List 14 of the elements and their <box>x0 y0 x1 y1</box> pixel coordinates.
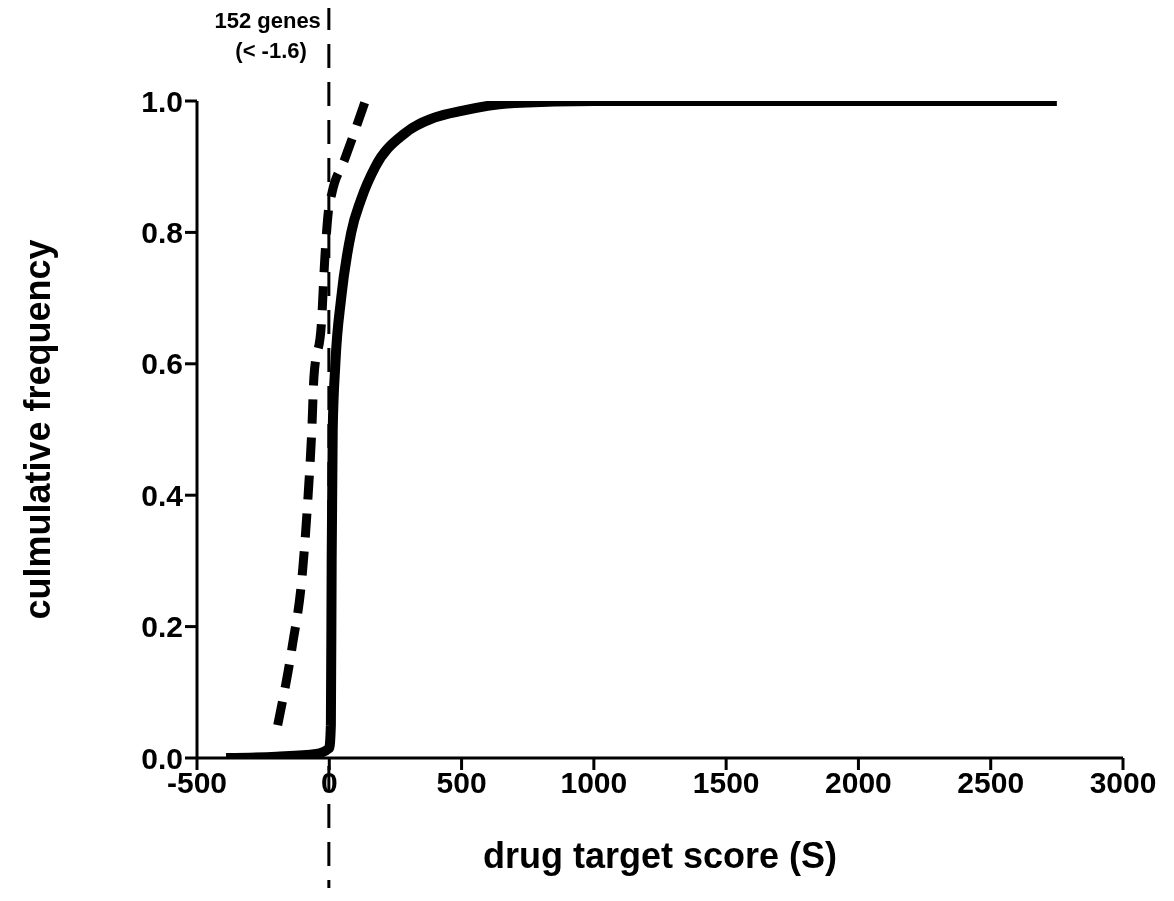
x-tick-label: 1000 <box>560 766 628 800</box>
y-tick-label: 0.8 <box>141 216 183 250</box>
x-tick-label: 2000 <box>825 766 892 800</box>
y-tick-label: 1.0 <box>141 84 183 118</box>
y-tick-label: 0.4 <box>141 478 184 512</box>
x-axis-title: drug target score (S) <box>482 835 838 876</box>
y-axis-title: culmulative frequency <box>16 239 58 620</box>
y-tick-label: 0.6 <box>141 347 183 381</box>
x-tick-label: 500 <box>436 766 487 800</box>
x-tick-label: 2500 <box>957 766 1025 800</box>
ref-line-label: 152 genes (< -1.6) <box>214 8 321 63</box>
y-tick-label: 0.2 <box>141 610 183 644</box>
x-tick-label: 3000 <box>1089 766 1157 800</box>
x-tick-label: 1500 <box>692 766 760 800</box>
